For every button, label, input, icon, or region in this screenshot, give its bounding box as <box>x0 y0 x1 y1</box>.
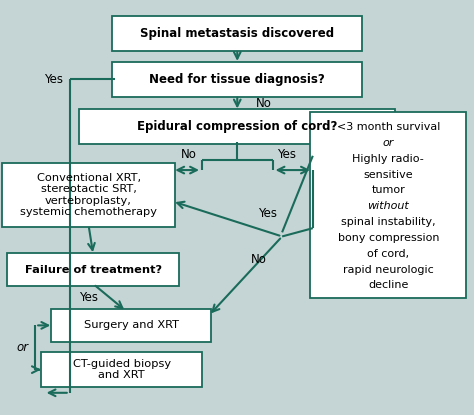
Text: Need for tissue diagnosis?: Need for tissue diagnosis? <box>149 73 325 86</box>
Text: Yes: Yes <box>44 73 63 86</box>
Text: decline: decline <box>368 281 409 290</box>
Text: Conventional XRT,
stereotactic SRT,
vertebroplasty,
systemic chemotherapy: Conventional XRT, stereotactic SRT, vert… <box>20 173 157 217</box>
FancyBboxPatch shape <box>41 352 202 387</box>
Text: No: No <box>256 97 272 110</box>
FancyBboxPatch shape <box>112 62 362 97</box>
FancyBboxPatch shape <box>310 112 466 298</box>
Text: Epidural compression of cord?: Epidural compression of cord? <box>137 120 337 133</box>
Text: Surgery and XRT: Surgery and XRT <box>83 320 179 330</box>
Text: Spinal metastasis discovered: Spinal metastasis discovered <box>140 27 334 40</box>
FancyBboxPatch shape <box>7 253 180 286</box>
Text: <3 month survival: <3 month survival <box>337 122 440 132</box>
Text: Yes: Yes <box>79 291 98 304</box>
Text: Highly radio-: Highly radio- <box>353 154 424 164</box>
Text: or: or <box>17 341 28 354</box>
Text: spinal instability,: spinal instability, <box>341 217 436 227</box>
Text: rapid neurologic: rapid neurologic <box>343 264 434 275</box>
Text: Yes: Yes <box>277 148 296 161</box>
Text: Failure of treatment?: Failure of treatment? <box>25 264 162 275</box>
Text: without: without <box>367 201 409 211</box>
FancyBboxPatch shape <box>79 109 395 144</box>
FancyBboxPatch shape <box>112 16 362 51</box>
Text: tumor: tumor <box>372 186 405 195</box>
Text: No: No <box>251 253 266 266</box>
Text: No: No <box>181 148 197 161</box>
Text: of cord,: of cord, <box>367 249 410 259</box>
Text: sensitive: sensitive <box>364 170 413 180</box>
Text: CT-guided biopsy
and XRT: CT-guided biopsy and XRT <box>73 359 171 381</box>
Text: Yes: Yes <box>258 207 277 220</box>
Text: or: or <box>383 138 394 148</box>
FancyBboxPatch shape <box>2 163 175 227</box>
Text: bony compression: bony compression <box>337 233 439 243</box>
FancyBboxPatch shape <box>51 309 211 342</box>
